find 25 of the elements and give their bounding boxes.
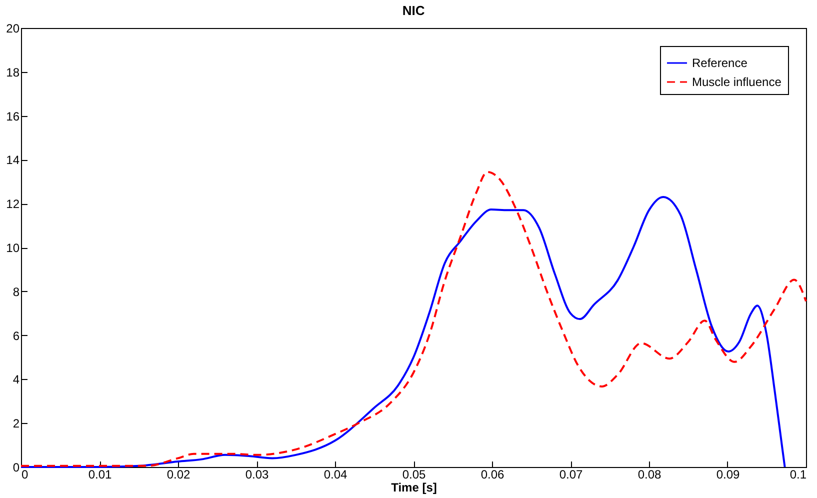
y-tick-label: 12 [6,197,20,212]
y-tick-label: 6 [12,328,20,343]
legend-label: Reference [692,56,748,70]
y-tick-label: 10 [6,241,20,255]
y-tick-label: 16 [6,109,20,124]
chart-title: NIC [402,3,426,18]
x-tick-label: 0.05 [402,468,426,482]
x-tick-label: 0.07 [559,468,583,482]
y-tick-label: 20 [6,22,20,36]
x-tick-label: 0.06 [480,468,504,482]
x-tick-label: 0.09 [716,468,740,482]
x-tick-label: 0.01 [88,468,112,482]
x-tick-label: 0.08 [638,468,662,482]
x-tick-label: 0.04 [324,468,348,482]
x-tick-label: 0.1 [790,468,807,482]
x-axis-title: Time [s] [391,480,437,494]
y-tick-label: 2 [12,416,20,431]
y-tick-label: 8 [12,284,20,299]
y-tick-label: 18 [6,65,20,80]
legend-label: Muscle influence [692,75,782,89]
x-tick-label: 0.03 [245,468,269,482]
y-tick-label: 14 [6,153,20,168]
x-tick-label: 0 [22,468,28,482]
x-tick-label: 0.02 [166,468,190,482]
y-tick-label: 4 [12,372,20,387]
